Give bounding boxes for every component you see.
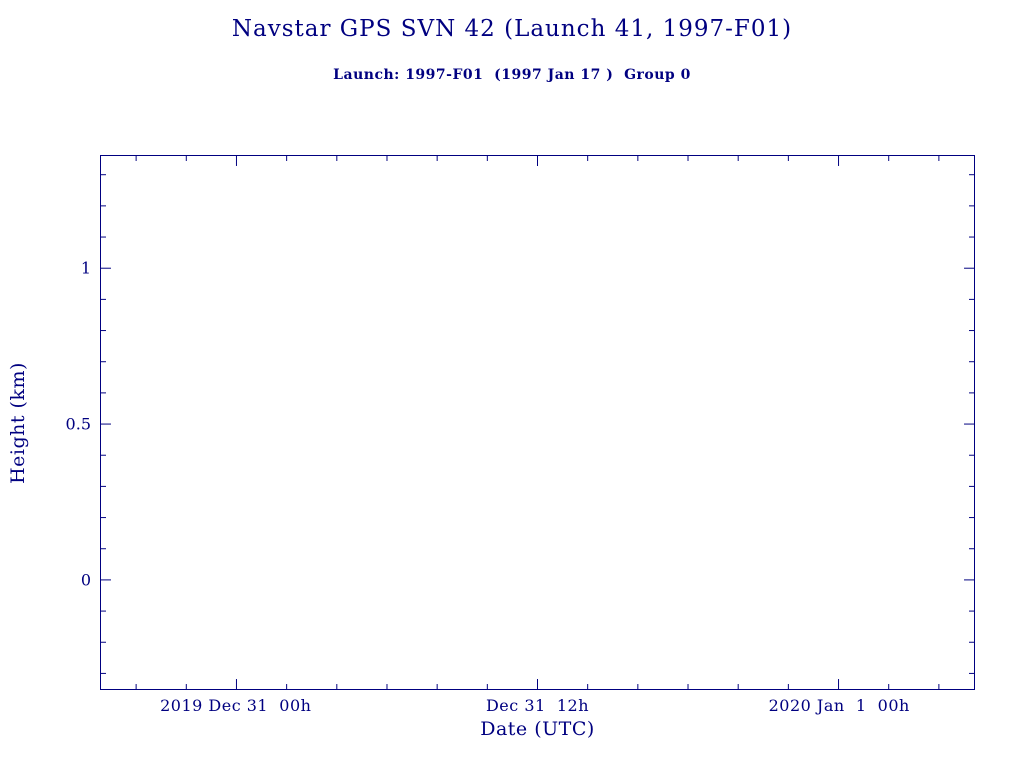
x-axis-label: Date (UTC): [480, 718, 595, 740]
plot-area: [100, 155, 975, 690]
x-tick-label: Dec 31 12h: [485, 696, 590, 715]
y-tick-label: 0: [80, 570, 91, 590]
y-tick-label: 1: [80, 258, 91, 278]
tick-marks-layer: [101, 156, 974, 689]
y-tick-label: 0.5: [65, 414, 91, 434]
y-axis-label: Height (km): [7, 362, 29, 484]
chart-title: Navstar GPS SVN 42 (Launch 41, 1997-F01): [231, 16, 793, 42]
x-tick-label: 2020 Jan 1 00h: [768, 696, 910, 715]
x-tick-label: 2019 Dec 31 00h: [160, 696, 312, 715]
chart-subtitle: Launch: 1997-F01 (1997 Jan 17 ) Group 0: [333, 67, 691, 83]
